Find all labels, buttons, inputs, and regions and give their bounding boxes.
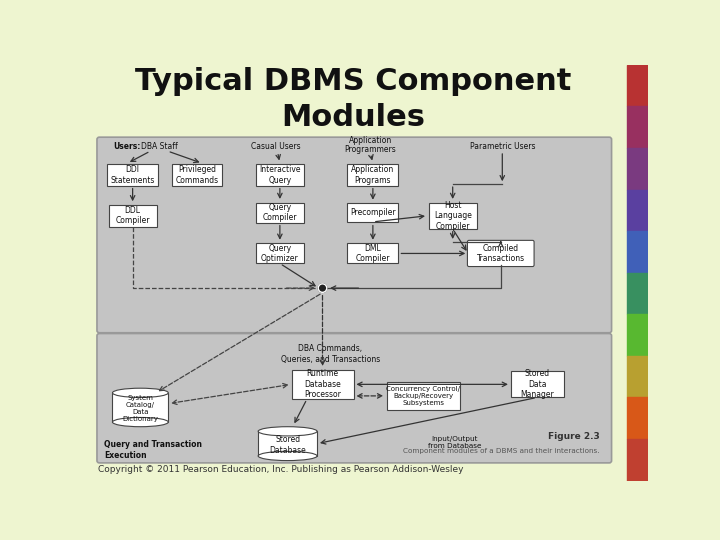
Text: Query
Compiler: Query Compiler (263, 203, 297, 222)
Text: DDI
Statements: DDI Statements (110, 165, 155, 185)
Text: DBA Commands,
Queries, and Transactions: DBA Commands, Queries, and Transactions (281, 345, 380, 364)
FancyBboxPatch shape (109, 205, 157, 226)
Bar (627, 314, 648, 356)
Text: Interactive
Query: Interactive Query (259, 165, 301, 185)
Text: Host
Language
Compiler: Host Language Compiler (433, 201, 472, 231)
Bar (627, 231, 648, 273)
Text: Parametric Users: Parametric Users (469, 142, 535, 151)
Ellipse shape (258, 427, 317, 436)
Bar (112, 393, 168, 422)
Bar (627, 65, 648, 106)
Text: Component modules of a DBMS and their interactions.: Component modules of a DBMS and their in… (403, 448, 600, 454)
Text: Query
Optimizer: Query Optimizer (261, 244, 299, 263)
FancyBboxPatch shape (172, 164, 222, 186)
Bar (627, 397, 648, 439)
Text: System
Catalog/
Data
Dictionary: System Catalog/ Data Dictionary (122, 395, 158, 422)
Text: Concurrency Control/
Backup/Recovery
Subsystems: Concurrency Control/ Backup/Recovery Sub… (386, 386, 460, 406)
Text: Figure 2.3: Figure 2.3 (548, 431, 600, 441)
FancyBboxPatch shape (256, 244, 304, 264)
FancyBboxPatch shape (347, 244, 398, 264)
Text: DBA Staff: DBA Staff (141, 142, 178, 151)
Text: Precompiler: Precompiler (350, 208, 396, 217)
Text: Privileged
Commands: Privileged Commands (176, 165, 218, 185)
Ellipse shape (112, 388, 168, 397)
Text: DDL
Compiler: DDL Compiler (115, 206, 150, 225)
Text: Query and Transaction
Execution: Query and Transaction Execution (104, 440, 202, 460)
FancyBboxPatch shape (256, 202, 304, 222)
Circle shape (318, 284, 327, 292)
Text: Typical DBMS Component
Modules: Typical DBMS Component Modules (135, 67, 572, 132)
Text: Stored
Database: Stored Database (269, 435, 306, 455)
Text: Application
Programmers: Application Programmers (345, 136, 397, 154)
Bar (627, 273, 648, 314)
Bar (627, 190, 648, 231)
Text: Users:: Users: (113, 142, 140, 151)
FancyBboxPatch shape (510, 372, 564, 397)
FancyBboxPatch shape (467, 240, 534, 267)
Text: Casual Users: Casual Users (251, 142, 301, 151)
Bar (258, 431, 317, 456)
Text: DML
Compiler: DML Compiler (356, 244, 390, 263)
Text: Compiled
Transactions: Compiled Transactions (477, 244, 525, 263)
Bar (627, 356, 648, 397)
Bar (627, 439, 648, 481)
FancyBboxPatch shape (97, 334, 611, 463)
FancyBboxPatch shape (97, 137, 611, 333)
FancyBboxPatch shape (347, 204, 398, 222)
FancyBboxPatch shape (292, 370, 354, 399)
FancyBboxPatch shape (256, 164, 304, 186)
Ellipse shape (258, 451, 317, 461)
Text: Application
Programs: Application Programs (351, 165, 395, 185)
Text: Stored
Data
Manager: Stored Data Manager (521, 369, 554, 399)
FancyBboxPatch shape (107, 164, 158, 186)
Text: Input/Output
from Database: Input/Output from Database (428, 436, 481, 449)
FancyBboxPatch shape (428, 202, 477, 229)
Bar (627, 106, 648, 148)
Text: Copyright © 2011 Pearson Education, Inc. Publishing as Pearson Addison-Wesley: Copyright © 2011 Pearson Education, Inc.… (98, 465, 463, 475)
FancyBboxPatch shape (347, 164, 398, 186)
Text: Runtime
Database
Processor: Runtime Database Processor (304, 369, 341, 399)
Ellipse shape (112, 417, 168, 427)
Bar (627, 148, 648, 190)
FancyBboxPatch shape (387, 382, 459, 410)
